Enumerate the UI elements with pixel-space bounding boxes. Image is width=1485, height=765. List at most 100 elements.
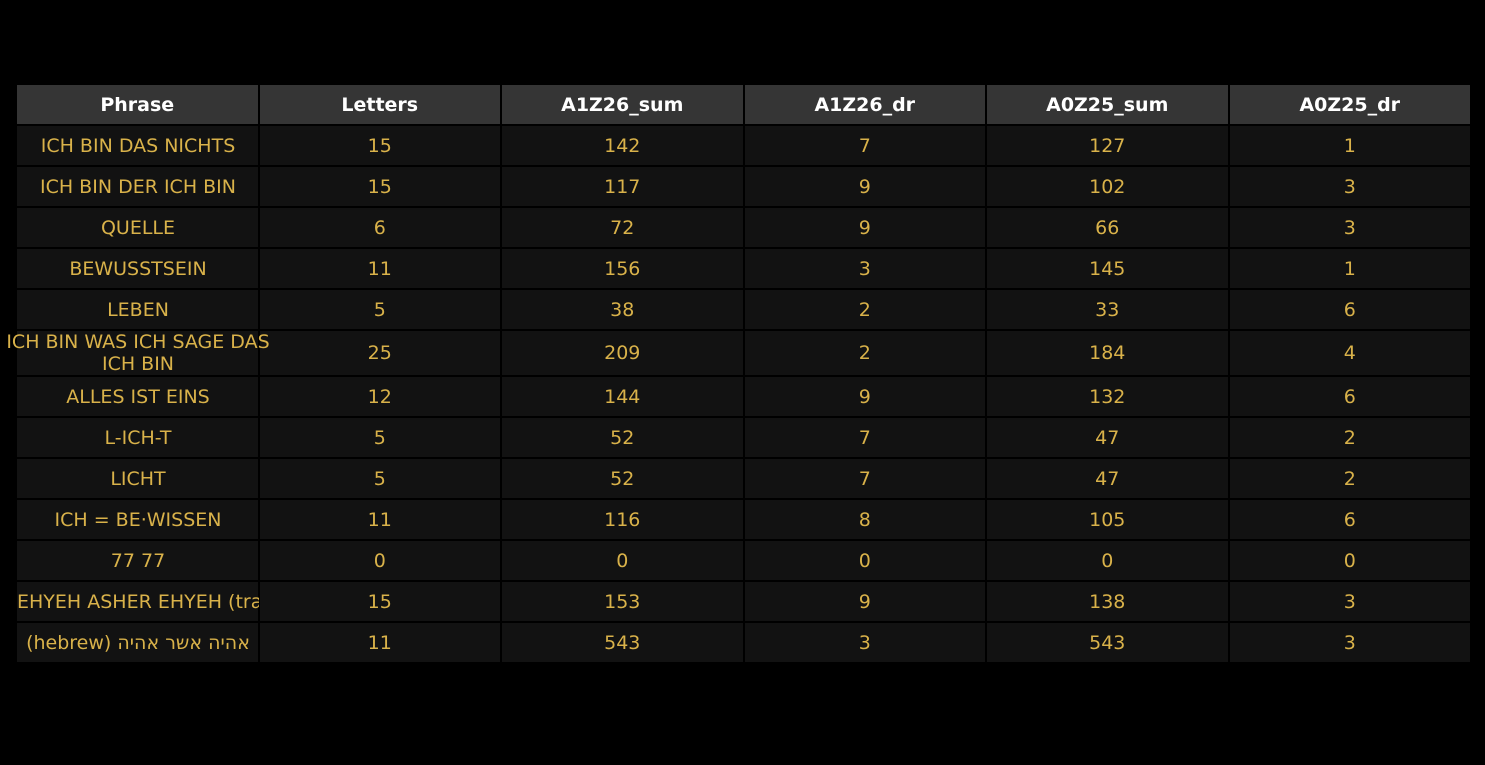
phrase-text: LICHT — [110, 467, 166, 490]
phrase-cell: 77 77 — [15, 539, 260, 582]
column-header: A0Z25_dr — [1227, 83, 1472, 126]
phrase-text: LEBEN — [107, 298, 169, 321]
table-row: אהיה אשר אהיה (hebrew) 11 543 3 543 3 — [15, 621, 1472, 664]
value-cell: 184 — [985, 329, 1230, 377]
phrase-cell: QUELLE — [15, 206, 260, 249]
table-row: ICH BIN DER ICH BIN 15 117 9 102 3 — [15, 165, 1472, 208]
value-cell: 3 — [1227, 206, 1472, 249]
table-row: L-ICH-T 5 52 7 47 2 — [15, 416, 1472, 459]
value-cell: 9 — [742, 580, 987, 623]
value-cell: 66 — [985, 206, 1230, 249]
value-cell: 7 — [742, 416, 987, 459]
value-cell: 52 — [500, 416, 745, 459]
table-row: QUELLE 6 72 9 66 3 — [15, 206, 1472, 249]
value-cell: 9 — [742, 165, 987, 208]
value-cell: 6 — [257, 206, 502, 249]
table-row: BEWUSSTSEIN 11 156 3 145 1 — [15, 247, 1472, 290]
data-table: Phrase Letters A1Z26_sum A1Z26_dr A0Z25_sum A… — [6, 83, 1472, 664]
column-header: A0Z25_sum — [985, 83, 1230, 126]
value-cell: 0 — [257, 539, 502, 582]
value-cell: 7 — [742, 457, 987, 500]
value-cell: 6 — [1227, 498, 1472, 541]
value-cell: 153 — [500, 580, 745, 623]
value-cell: 127 — [985, 124, 1230, 167]
phrase-text: 77 77 — [110, 549, 166, 572]
value-cell: 2 — [742, 288, 987, 331]
value-cell: 209 — [500, 329, 745, 377]
value-cell: 12 — [257, 375, 502, 418]
value-cell: 7 — [742, 124, 987, 167]
value-cell: 2 — [1227, 457, 1472, 500]
value-cell: 9 — [742, 206, 987, 249]
phrase-cell: EHYEH ASHER EHYEH (translit) — [15, 580, 260, 623]
table-row: 77 77 0 0 0 0 0 — [15, 539, 1472, 582]
value-cell: 2 — [742, 329, 987, 377]
value-cell: 0 — [500, 539, 745, 582]
value-cell: 543 — [985, 621, 1230, 664]
table-row: ICH BIN DAS NICHTS 15 142 7 127 1 — [15, 124, 1472, 167]
column-header: Phrase — [15, 83, 260, 126]
value-cell: 1 — [1227, 124, 1472, 167]
value-cell: 0 — [1227, 539, 1472, 582]
value-cell: 4 — [1227, 329, 1472, 377]
value-cell: 116 — [500, 498, 745, 541]
value-cell: 5 — [257, 457, 502, 500]
phrase-text: L-ICH-T — [104, 426, 172, 449]
value-cell: 543 — [500, 621, 745, 664]
value-cell: 144 — [500, 375, 745, 418]
phrase-text: ALLES IST EINS — [66, 385, 210, 408]
value-cell: 5 — [257, 416, 502, 459]
phrase-cell: L-ICH-T — [15, 416, 260, 459]
value-cell: 15 — [257, 580, 502, 623]
value-cell: 25 — [257, 329, 502, 377]
phrase-text: ICH BIN DER ICH BIN — [39, 175, 236, 198]
value-cell: 33 — [985, 288, 1230, 331]
value-cell: 145 — [985, 247, 1230, 290]
value-cell: 47 — [985, 457, 1230, 500]
phrase-cell: LICHT — [15, 457, 260, 500]
value-cell: 11 — [257, 247, 502, 290]
value-cell: 0 — [742, 539, 987, 582]
phrase-text: BEWUSSTSEIN — [69, 257, 207, 280]
value-cell: 3 — [1227, 621, 1472, 664]
value-cell: 3 — [742, 247, 987, 290]
phrase-cell: ICH BIN DAS NICHTS — [15, 124, 260, 167]
value-cell: 102 — [985, 165, 1230, 208]
value-cell: 132 — [985, 375, 1230, 418]
value-cell: 9 — [742, 375, 987, 418]
value-cell: 6 — [1227, 288, 1472, 331]
phrase-cell: ICH BIN DER ICH BIN — [15, 165, 260, 208]
phrase-cell: אהיה אשר אהיה (hebrew) — [15, 621, 260, 664]
value-cell: 117 — [500, 165, 745, 208]
phrase-cell: ICH = BE·WISSEN — [15, 498, 260, 541]
table-row: ALLES IST EINS 12 144 9 132 6 — [15, 375, 1472, 418]
value-cell: 3 — [1227, 580, 1472, 623]
value-cell: 72 — [500, 206, 745, 249]
phrase-cell: ALLES IST EINS — [15, 375, 260, 418]
value-cell: 156 — [500, 247, 745, 290]
value-cell: 105 — [985, 498, 1230, 541]
column-header: A1Z26_dr — [742, 83, 987, 126]
table-body: ICH BIN DAS NICHTS 15 142 7 127 1 ICH BIN DER … — [6, 124, 1472, 664]
value-cell: 2 — [1227, 416, 1472, 459]
phrase-cell: BEWUSSTSEIN — [15, 247, 260, 290]
column-header: A1Z26_sum — [500, 83, 745, 126]
table-row: LICHT 5 52 7 47 2 — [15, 457, 1472, 500]
header-row: Phrase Letters A1Z26_sum A1Z26_dr A0Z25_sum A… — [15, 83, 1472, 126]
value-cell: 15 — [257, 165, 502, 208]
table-row: LEBEN 5 38 2 33 6 — [15, 288, 1472, 331]
value-cell: 11 — [257, 621, 502, 664]
value-cell: 11 — [257, 498, 502, 541]
value-cell: 142 — [500, 124, 745, 167]
phrase-text: EHYEH ASHER EHYEH (translit) — [17, 590, 259, 613]
phrase-text: אהיה אשר אהיה (hebrew) — [26, 631, 250, 654]
phrase-text: ICH = BE·WISSEN — [54, 508, 222, 531]
value-cell: 8 — [742, 498, 987, 541]
value-cell: 52 — [500, 457, 745, 500]
value-cell: 15 — [257, 124, 502, 167]
value-cell: 38 — [500, 288, 745, 331]
value-cell: 5 — [257, 288, 502, 331]
value-cell: 3 — [742, 621, 987, 664]
